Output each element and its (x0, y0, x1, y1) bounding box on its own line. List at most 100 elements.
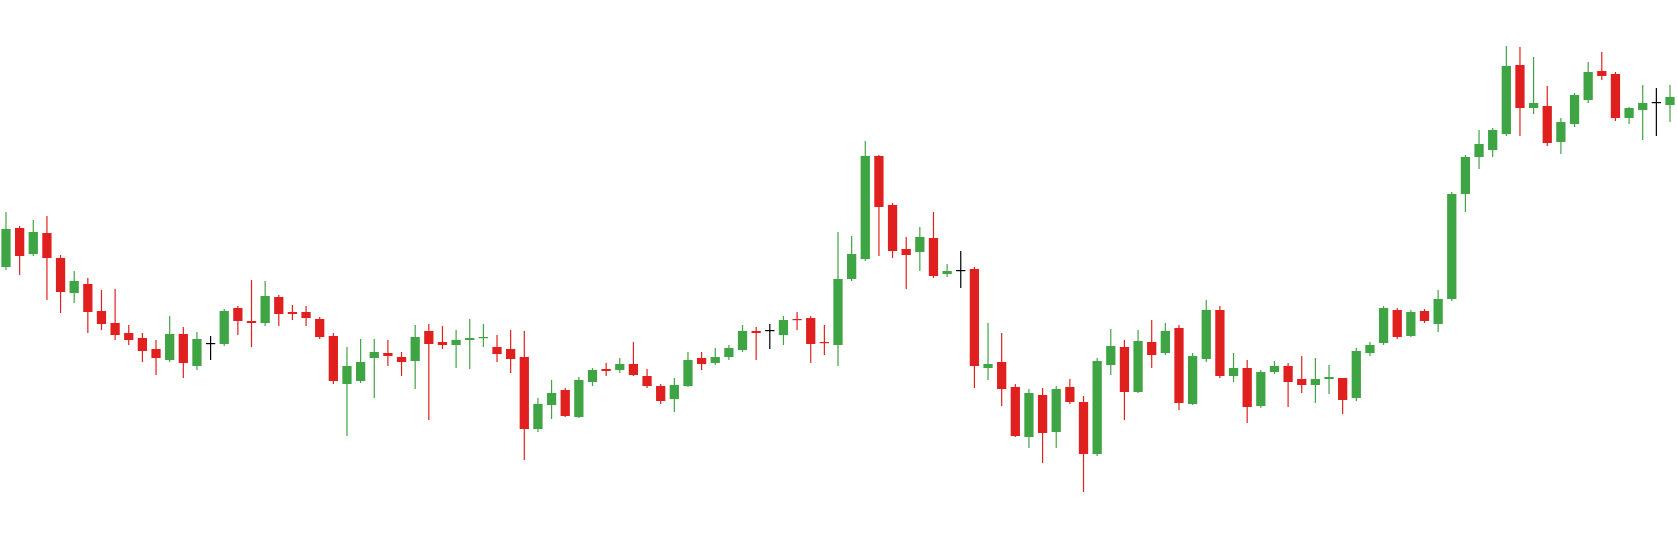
candle-body (1078, 402, 1089, 454)
candle-body (383, 353, 393, 356)
candle-body (751, 331, 761, 333)
candle-body (165, 334, 175, 360)
candle-body (533, 404, 543, 429)
candle-body (806, 318, 816, 344)
candle-body (1665, 97, 1675, 105)
candle-body (546, 393, 557, 405)
candle-body (1, 229, 11, 267)
candle-body (1147, 342, 1157, 355)
candle-body (601, 369, 611, 371)
candle-body (1310, 379, 1321, 385)
candle-body (792, 319, 802, 321)
candle-body (1610, 74, 1621, 118)
candle-body (1583, 72, 1593, 100)
candle-body (1488, 130, 1498, 150)
candle-body (615, 364, 625, 370)
candle-body (260, 296, 270, 323)
candle-body (574, 380, 584, 417)
candle-body (1092, 361, 1102, 454)
candle-body (1651, 102, 1661, 104)
candle-body (656, 386, 666, 401)
candle-body (287, 312, 298, 314)
candle-body (778, 320, 789, 335)
candle-body (1065, 387, 1075, 402)
candle-body (642, 376, 652, 386)
candle-body (833, 279, 843, 345)
candle-body (1406, 312, 1416, 336)
candle-body (560, 390, 570, 416)
candle-body (451, 340, 461, 345)
candle-body (342, 366, 352, 384)
candle-body (424, 331, 434, 344)
candle-body (274, 297, 284, 314)
candle-body (1051, 389, 1061, 432)
candle-body (55, 258, 66, 292)
candle-body (1515, 65, 1525, 108)
candle-body (1365, 345, 1375, 353)
candle-body (151, 349, 161, 358)
candle-body (233, 308, 243, 321)
candle-body (710, 357, 720, 363)
candle-body (860, 156, 870, 259)
candle-body (819, 342, 829, 344)
candle-body (42, 233, 52, 258)
candle-body (1160, 331, 1170, 353)
candle-body (1338, 378, 1348, 400)
candle-body (1133, 341, 1143, 392)
candle-body (628, 364, 639, 375)
candle-body (396, 357, 407, 362)
candle-body (874, 156, 884, 207)
candle-body (1037, 395, 1048, 433)
candle-body (669, 385, 679, 399)
candle-body (110, 323, 120, 335)
candle-body (1624, 108, 1634, 118)
candle-body (983, 364, 993, 368)
candle-body (969, 269, 980, 366)
candle-body (765, 330, 775, 332)
candle-body (369, 352, 379, 358)
candle-body (1528, 103, 1539, 108)
candle-body (1269, 366, 1280, 372)
candle-body (178, 334, 188, 363)
candle-body (465, 338, 475, 340)
candle-body (478, 337, 489, 339)
candle-body (1324, 377, 1334, 379)
candle-body (1569, 95, 1580, 124)
candle-body (437, 342, 448, 345)
candle-body (915, 237, 925, 252)
candle-body (301, 312, 311, 318)
candle-body (1256, 372, 1266, 406)
candle-body (1174, 328, 1184, 403)
candle-body (124, 333, 134, 340)
candle-body (315, 319, 325, 337)
candle-body (737, 331, 748, 350)
candle-body (1119, 347, 1130, 392)
candle-body (28, 232, 38, 254)
candle-body (997, 362, 1007, 389)
candle-body (1556, 122, 1566, 142)
candle-body (1433, 299, 1443, 324)
candle-body (1106, 346, 1116, 365)
candle-body (1010, 387, 1020, 436)
candle-body (1201, 310, 1211, 359)
candle-body (246, 321, 257, 323)
candle-body (942, 271, 952, 274)
candle-body (1597, 71, 1607, 76)
candle-body (137, 338, 148, 351)
candle-body (847, 254, 857, 279)
candle-body (1228, 368, 1239, 376)
candle-body (1297, 379, 1307, 385)
candle-body (956, 270, 966, 272)
candle-body (1501, 66, 1511, 134)
candle-body (887, 205, 898, 251)
candle-body (1419, 311, 1430, 321)
candle-body (1351, 351, 1361, 398)
candle-body (901, 249, 911, 255)
candle-body (1187, 356, 1198, 404)
candle-body (1447, 194, 1457, 299)
candle-body (328, 336, 338, 381)
candle-body (1215, 310, 1225, 376)
candle-body (1378, 308, 1389, 343)
